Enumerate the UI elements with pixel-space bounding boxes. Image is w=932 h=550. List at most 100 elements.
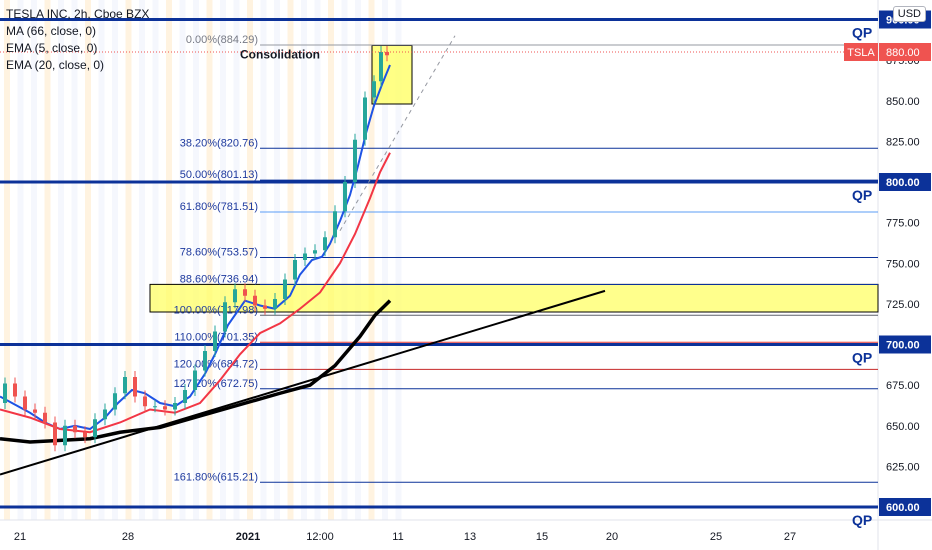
session-stripe: [166, 0, 172, 520]
candle-body: [143, 396, 147, 407]
session-stripe: [395, 0, 402, 520]
y-tick-label: 775.00: [886, 218, 920, 230]
candle-body: [53, 422, 57, 446]
x-tick-label: 13: [464, 531, 476, 543]
indicator-ema20[interactable]: EMA (20, close, 0): [6, 58, 105, 72]
fib-level-label: 0.00%(884.29): [186, 34, 258, 46]
qp-label: QP: [852, 25, 872, 41]
x-tick-label: 25: [710, 531, 722, 543]
candle-body: [379, 52, 383, 82]
session-stripe: [85, 0, 91, 520]
candle-body: [273, 299, 277, 309]
x-tick-label: 21: [14, 531, 26, 543]
indicator-ma66[interactable]: MA (66, close, 0): [6, 24, 97, 38]
candle-body: [33, 409, 37, 413]
candle-body: [323, 237, 327, 251]
candle-body: [133, 377, 137, 397]
session-stripe: [193, 0, 199, 520]
candle-body: [385, 52, 389, 56]
currency-button[interactable]: USD: [892, 6, 926, 22]
candle-body: [372, 81, 376, 98]
fib-level-label: 100.00%(717.98): [174, 304, 258, 316]
trendline: [0, 289, 606, 476]
series-line: [0, 152, 391, 434]
candle-body: [123, 377, 127, 394]
indicator-legend: TESLA INC, 2h, Cboe BZX MA (66, close, 0…: [6, 6, 149, 74]
fib-level-label: 61.80%(781.51): [180, 201, 258, 213]
x-tick-label: 15: [536, 531, 548, 543]
y-tick-label: 650.00: [886, 421, 920, 433]
symbol-tag-label: TSLA: [847, 47, 875, 59]
price-axis-tag: [879, 498, 931, 516]
y-tick-label: 625.00: [886, 461, 920, 473]
session-stripe: [355, 0, 361, 520]
y-tick-label: 675.00: [886, 380, 920, 392]
session-stripe: [314, 0, 321, 520]
candle-body: [333, 211, 337, 238]
session-stripe: [112, 0, 118, 520]
fib-level-label: 38.20%(820.76): [180, 137, 258, 149]
symbol-tag: [844, 43, 878, 61]
session-stripe: [247, 0, 253, 520]
session-stripe: [44, 0, 51, 520]
y-tick-label: 850.00: [886, 96, 920, 108]
session-stripe: [287, 0, 294, 520]
candle-body: [103, 409, 107, 420]
candle-body: [13, 383, 17, 397]
candle-body: [63, 425, 67, 446]
x-tick-label: 27: [784, 531, 796, 543]
session-stripe: [17, 0, 24, 520]
price-axis-tag: [879, 335, 931, 354]
candle-body: [343, 182, 347, 212]
session-stripe: [179, 0, 186, 520]
candle-body: [93, 419, 97, 438]
candle-body: [233, 289, 237, 303]
session-stripe: [274, 0, 280, 520]
qp-label: QP: [852, 187, 872, 203]
y-tick-label: 725.00: [886, 299, 920, 311]
session-stripe: [98, 0, 105, 520]
candle-body: [243, 289, 247, 296]
session-stripe: [260, 0, 267, 520]
candle-body: [113, 393, 117, 410]
price-axis-tag-label: 800.00: [886, 177, 920, 189]
candle-body: [253, 295, 257, 306]
candle-body: [283, 279, 287, 299]
session-stripe: [382, 0, 388, 520]
candle-body: [23, 396, 27, 410]
session-stripe: [152, 0, 159, 520]
candle-body: [73, 425, 77, 433]
candle-body: [43, 412, 47, 423]
x-tick-label: 11: [392, 531, 403, 543]
session-stripe: [71, 0, 78, 520]
candle-body: [223, 302, 227, 332]
session-stripe: [31, 0, 37, 520]
session-stripe: [368, 0, 375, 520]
y-tick-label: 750.00: [886, 258, 920, 270]
candle-body: [3, 383, 7, 403]
indicator-ema5[interactable]: EMA (5, close, 0): [6, 41, 98, 55]
y-tick-label: 825.00: [886, 136, 920, 148]
fib-level-label: 161.80%(615.21): [174, 471, 258, 483]
candle-body: [183, 390, 187, 403]
support-zone: [149, 283, 879, 313]
candle-body: [263, 305, 267, 309]
session-stripe: [206, 0, 213, 520]
session-stripe: [125, 0, 132, 520]
last-price-label: 880.00: [886, 47, 920, 59]
candle-body: [293, 260, 297, 280]
qp-label: QP: [852, 350, 872, 366]
symbol-title[interactable]: TESLA INC, 2h, Cboe BZX: [6, 7, 150, 21]
candle-body: [303, 253, 307, 260]
candle-body: [213, 331, 217, 351]
candles: [3, 46, 389, 452]
price-axis-background: [878, 0, 932, 550]
session-stripe: [139, 0, 145, 520]
session-stripe: [341, 0, 348, 520]
price-axis-tag: [879, 173, 931, 191]
price-axis-tag-label: 700.00: [886, 340, 920, 352]
candle-body: [363, 97, 367, 140]
fib-level-label: 88.60%(736.94): [180, 273, 258, 285]
